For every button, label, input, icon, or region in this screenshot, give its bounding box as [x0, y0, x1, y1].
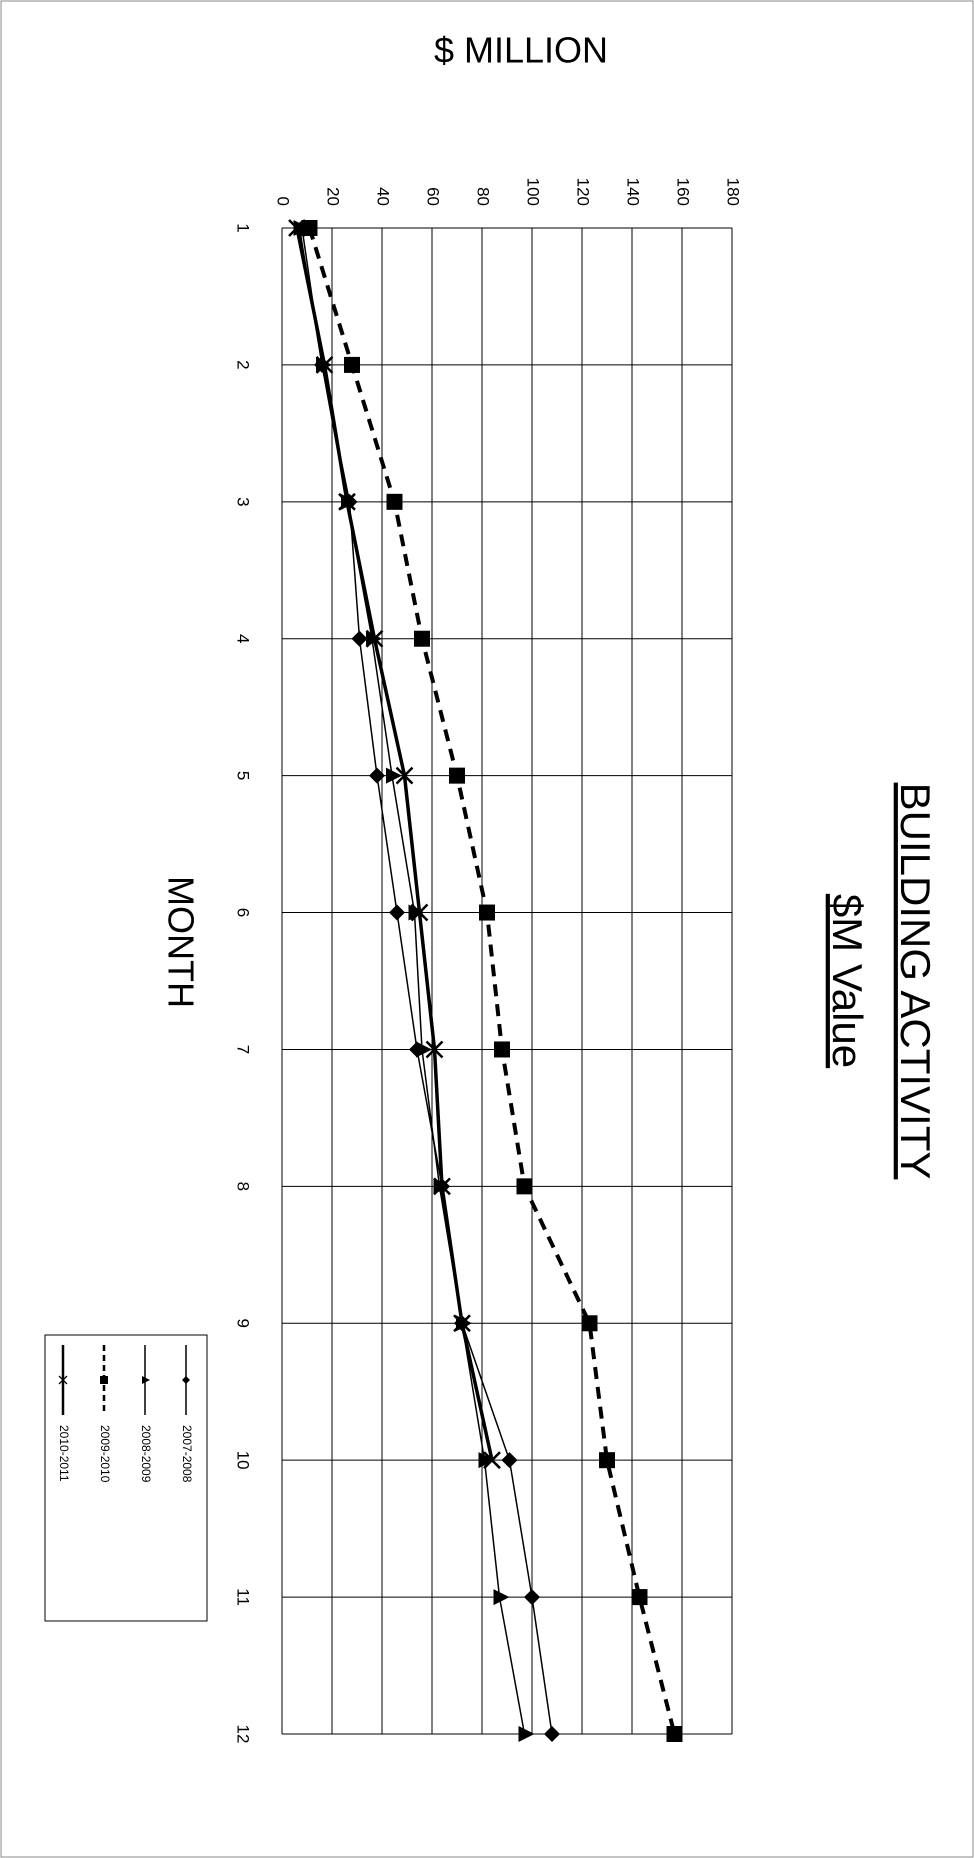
x-axis-label: MONTH [160, 876, 201, 1008]
x-tick-label: 12 [234, 1725, 253, 1744]
y-axis-label: $ MILLION [434, 30, 608, 71]
data-point [344, 356, 360, 373]
data-point [479, 904, 495, 921]
legend-label: 2009-2010 [98, 1425, 112, 1483]
data-point [389, 904, 405, 921]
data-point [301, 220, 318, 236]
y-tick-label: 180 [724, 178, 743, 206]
data-point [449, 767, 465, 784]
chart-subtitle: $M Value [824, 894, 871, 1068]
data-point [516, 1178, 533, 1195]
data-point [518, 1726, 535, 1742]
y-tick-label: 140 [624, 178, 643, 206]
legend-label: 2008-2009 [139, 1425, 153, 1483]
legend-frame [44, 1334, 208, 1622]
data-point [433, 1177, 451, 1196]
data-point [483, 1451, 501, 1470]
data-point [369, 767, 385, 784]
data-point [386, 767, 402, 784]
data-point [416, 1041, 432, 1058]
legend-marker [58, 1375, 68, 1385]
data-point [501, 1452, 518, 1469]
series-line [307, 227, 677, 1735]
y-tick-label: 20 [324, 187, 343, 206]
y-tick-label: 60 [424, 187, 443, 206]
legend-label: 2010-2011 [57, 1425, 71, 1482]
x-tick-label: 8 [234, 1182, 253, 1191]
x-tick-label: 9 [234, 1319, 253, 1328]
legend: 2007-2008 2008-2009 2009-2010 2010-2011 [44, 1334, 208, 1622]
chart-title: BUILDING ACTIVITY [892, 783, 939, 1180]
data-point [315, 356, 334, 374]
data-point [365, 629, 384, 648]
x-tick-label: 7 [234, 1045, 253, 1054]
legend-marker [100, 1376, 108, 1384]
data-point [631, 1589, 648, 1606]
data-point [414, 630, 430, 647]
data-point [453, 1314, 471, 1333]
data-point [493, 1589, 510, 1606]
data-point [408, 904, 425, 921]
y-tick-label: 120 [574, 178, 593, 206]
data-point [478, 1452, 495, 1469]
x-tick-label: 10 [234, 1451, 253, 1470]
x-tick-label: 1 [234, 223, 253, 232]
data-point [425, 1040, 444, 1059]
legend-marker [142, 1376, 150, 1384]
data-point [581, 1315, 598, 1332]
data-point [288, 219, 306, 237]
data-point [395, 766, 414, 785]
data-point [544, 1726, 560, 1742]
x-tick-label: 11 [234, 1588, 253, 1606]
x-tick-label: 5 [234, 771, 253, 780]
x-tick-label: 6 [234, 908, 253, 917]
legend-label: 2007-2008 [180, 1425, 194, 1483]
y-tick-label: 160 [674, 178, 693, 206]
data-point [494, 1041, 510, 1058]
series-line [295, 227, 494, 1461]
data-point [410, 903, 429, 922]
data-point [524, 1589, 540, 1606]
legend-marker [182, 1376, 190, 1384]
data-point [338, 492, 356, 511]
rotated-chart: BUILDING ACTIVITY $M Value $ MILLION MON… [44, 30, 939, 1744]
y-tick-label: 80 [474, 187, 493, 206]
x-tick-label: 3 [234, 497, 253, 506]
x-tick-label: 4 [234, 634, 253, 643]
data-point [599, 1452, 615, 1469]
y-tick-label: 40 [374, 187, 393, 206]
data-point [666, 1726, 683, 1742]
y-tick-label: 100 [524, 178, 543, 206]
x-tick-label: 2 [234, 360, 253, 369]
data-point [351, 630, 368, 647]
y-tick-label: 0 [274, 197, 293, 206]
data-point [386, 493, 403, 510]
